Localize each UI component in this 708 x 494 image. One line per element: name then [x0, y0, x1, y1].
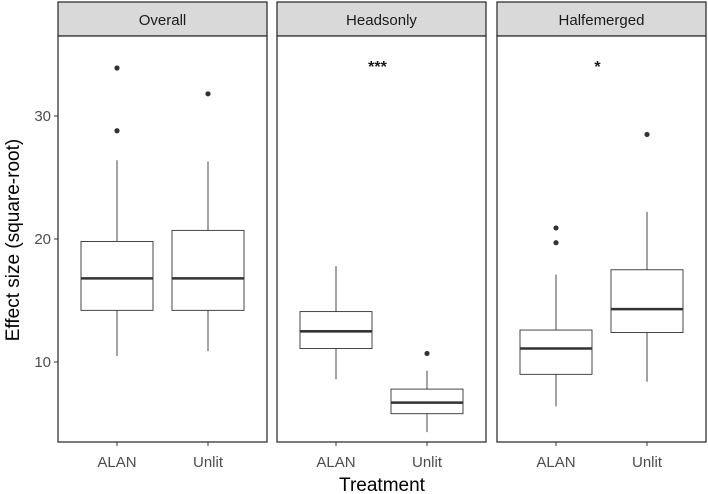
facet-panel — [276, 35, 487, 443]
box-unlit — [390, 350, 464, 433]
outlier-point — [114, 65, 120, 71]
x-axis-title: Treatment — [339, 475, 426, 494]
x-tick-label: ALAN — [536, 454, 575, 471]
outlier-point — [553, 225, 559, 231]
facet-title: Headsonly — [346, 12, 417, 29]
facet-headsonly: Headsonly *** ALAN Unlit — [276, 1, 487, 471]
y-tick-label: 20 — [34, 231, 51, 248]
box-alan — [80, 65, 154, 356]
facet-strip — [57, 1, 268, 37]
iqr-box — [610, 269, 684, 333]
iqr-box — [80, 241, 154, 311]
x-tick-label: Unlit — [193, 454, 224, 471]
outlier-point — [114, 128, 120, 134]
y-axis-title: Effect size (square-root) — [3, 139, 24, 341]
iqr-box — [171, 229, 245, 311]
outlier-point — [644, 131, 650, 138]
outlier-point — [553, 240, 559, 246]
x-tick-label: ALAN — [97, 454, 136, 471]
x-tick-label: Unlit — [632, 454, 663, 471]
box-unlit — [171, 91, 245, 351]
facet-strip — [276, 1, 487, 37]
facet-halfemerged: Halfemerged * ALAN Unlit — [496, 1, 707, 471]
facet-title: Overall — [139, 12, 187, 29]
box-alan — [519, 225, 593, 407]
x-tick-label: ALAN — [316, 454, 355, 471]
iqr-box — [519, 329, 593, 375]
outlier-point — [424, 350, 430, 357]
significance-label: *** — [368, 59, 387, 76]
x-tick-label: Unlit — [412, 454, 443, 471]
outlier-point — [205, 91, 211, 97]
box-unlit — [610, 131, 684, 382]
facet-title: Halfemerged — [559, 12, 645, 29]
box-alan — [299, 266, 373, 380]
significance-label: * — [594, 59, 601, 76]
facet-panel — [496, 35, 707, 443]
facet-overall: Overall ALAN Unlit — [57, 1, 268, 471]
y-axis: 10 20 30 — [34, 108, 58, 371]
y-tick-label: 30 — [34, 108, 51, 125]
y-tick-label: 10 — [34, 354, 51, 371]
